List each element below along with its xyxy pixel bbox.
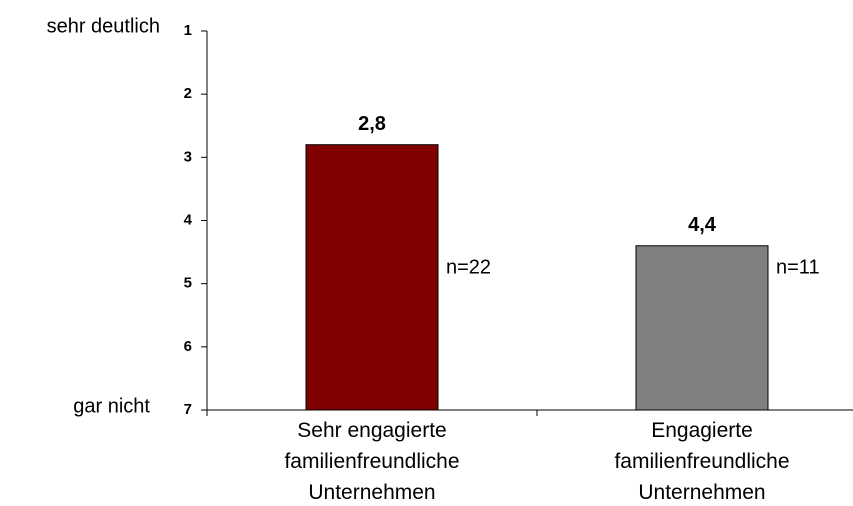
annotation: n=11 bbox=[776, 256, 820, 278]
y-tick-label: 4 bbox=[184, 211, 193, 228]
bar bbox=[305, 144, 439, 411]
value-label: 2,8 bbox=[358, 113, 386, 135]
y-tick-label: 6 bbox=[184, 338, 192, 355]
y-axis-top-label: sehr deutlich bbox=[47, 15, 160, 37]
y-tick-label: 3 bbox=[184, 148, 192, 165]
y-axis-bottom-label: gar nicht bbox=[73, 395, 150, 417]
x-tick-label: Engagierte familienfreundliche Unternehm… bbox=[614, 419, 790, 504]
y-tick-label: 7 bbox=[184, 401, 192, 418]
y-tick-label: 1 bbox=[184, 22, 192, 39]
annotation: n=22 bbox=[446, 256, 491, 278]
y-tick-label: 5 bbox=[184, 275, 192, 292]
value-label: 4,4 bbox=[688, 214, 717, 236]
x-tick-label: Sehr engagierte familienfreundliche Unte… bbox=[284, 419, 460, 504]
y-tick-label: 2 bbox=[184, 85, 192, 102]
bar bbox=[635, 245, 769, 411]
